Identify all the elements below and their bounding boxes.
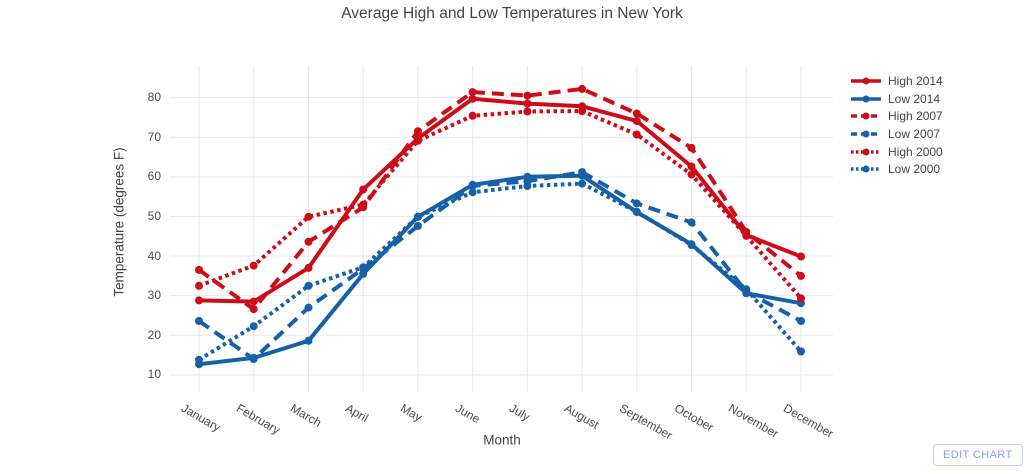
legend-line-sample-low-2014: [851, 95, 881, 103]
data-point-high-2000-march[interactable]: [304, 212, 313, 221]
data-point-high-2000-december[interactable]: [797, 294, 805, 303]
y-tick-40: 40: [147, 248, 161, 263]
series-line-low-2007: [197, 170, 802, 361]
data-point-high-2000-november[interactable]: [742, 231, 751, 240]
data-point-high-2007-may[interactable]: [413, 127, 422, 136]
data-point-low-2007-january[interactable]: [195, 317, 203, 325]
series-line-high-2007: [197, 86, 803, 312]
edit-chart-button[interactable]: EDIT CHART: [933, 444, 1023, 466]
data-point-low-2000-january[interactable]: [195, 355, 203, 364]
legend-item-high-2014[interactable]: High 2014: [850, 72, 943, 90]
data-point-high-2014-june[interactable]: [468, 94, 477, 103]
y-tick-10: 10: [147, 367, 161, 382]
legend-item-high-2000[interactable]: High 2000: [850, 143, 943, 161]
data-point-high-2007-january[interactable]: [195, 265, 203, 274]
data-point-low-2000-december[interactable]: [797, 347, 805, 356]
data-point-high-2007-december[interactable]: [797, 271, 805, 280]
series-low-2000: [195, 179, 805, 364]
data-point-high-2000-february[interactable]: [249, 261, 258, 270]
legend-line-sample-low-2000: [851, 165, 881, 173]
data-point-high-2000-january[interactable]: [195, 281, 203, 290]
data-point-high-2007-september[interactable]: [632, 109, 641, 118]
legend-line-sample-high-2000: [851, 148, 881, 156]
series-line-low-2000: [197, 181, 803, 362]
data-point-low-2000-august[interactable]: [578, 179, 587, 188]
data-point-high-2007-march[interactable]: [304, 237, 313, 246]
y-tick-30: 30: [147, 288, 161, 303]
data-point-low-2000-october[interactable]: [687, 241, 696, 249]
data-point-low-2007-june[interactable]: [468, 182, 477, 190]
data-point-low-2000-july[interactable]: [523, 182, 532, 190]
legend-label-high-2000: High 2000: [888, 144, 943, 159]
chart-title: Average High and Low Temperatures in New…: [341, 5, 683, 22]
legend: High 2014 Low 2014 High 2007 Low 2007 High 2…: [850, 72, 943, 178]
data-point-high-2007-august[interactable]: [578, 84, 587, 93]
data-point-high-2007-june[interactable]: [468, 88, 477, 97]
data-point-low-2000-march[interactable]: [304, 281, 313, 290]
data-point-high-2014-february[interactable]: [249, 297, 258, 306]
legend-label-low-2014: Low 2014: [888, 91, 941, 106]
data-point-high-2007-october[interactable]: [687, 143, 696, 152]
legend-item-low-2014[interactable]: Low 2014: [850, 90, 943, 108]
data-point-low-2007-february[interactable]: [249, 355, 258, 363]
series-low-2007: [195, 168, 805, 363]
y-tick-60: 60: [147, 169, 161, 184]
series-high-2000: [195, 107, 805, 303]
data-point-high-2000-july[interactable]: [523, 107, 532, 116]
data-point-high-2007-july[interactable]: [523, 91, 532, 100]
legend-item-low-2000[interactable]: Low 2000: [850, 160, 943, 178]
data-point-low-2000-february[interactable]: [249, 322, 258, 331]
y-tick-70: 70: [147, 129, 161, 144]
series-line-high-2000: [198, 109, 803, 300]
data-point-low-2007-march[interactable]: [304, 303, 313, 312]
series-line-high-2014: [198, 96, 802, 304]
data-point-high-2007-february[interactable]: [249, 305, 258, 314]
data-point-low-2000-april[interactable]: [359, 263, 368, 272]
y-axis-title: Temperature (degrees F): [111, 147, 127, 297]
legend-line-sample-low-2007: [851, 130, 881, 138]
y-tick-80: 80: [147, 90, 161, 105]
legend-line-sample-high-2014: [851, 77, 881, 85]
data-point-high-2014-april[interactable]: [359, 185, 368, 194]
data-point-high-2014-september[interactable]: [632, 117, 641, 125]
data-point-high-2014-october[interactable]: [687, 162, 696, 171]
data-point-low-2007-august[interactable]: [578, 168, 587, 177]
legend-label-low-2000: Low 2000: [888, 162, 941, 177]
data-point-low-2007-december[interactable]: [797, 317, 805, 325]
data-point-high-2000-october[interactable]: [687, 170, 696, 179]
data-point-low-2014-march[interactable]: [304, 336, 313, 345]
data-point-low-2000-may[interactable]: [413, 212, 422, 221]
y-tick-20: 20: [147, 327, 161, 342]
legend-item-high-2007[interactable]: High 2007: [850, 107, 943, 125]
data-point-low-2007-october[interactable]: [687, 218, 696, 227]
data-point-low-2000-june[interactable]: [468, 188, 477, 197]
y-tick-50: 50: [147, 208, 161, 223]
legend-item-low-2007[interactable]: Low 2007: [850, 125, 943, 143]
legend-line-sample-high-2007: [851, 112, 881, 120]
series-line-low-2014: [198, 173, 802, 367]
legend-label-high-2014: High 2014: [888, 73, 943, 88]
x-axis-title: Month: [483, 432, 521, 448]
data-point-high-2000-september[interactable]: [632, 130, 641, 139]
data-point-low-2007-may[interactable]: [413, 222, 422, 230]
data-point-low-2000-november[interactable]: [742, 285, 751, 294]
data-point-high-2014-march[interactable]: [304, 263, 313, 272]
data-point-high-2000-may[interactable]: [413, 136, 422, 145]
data-point-high-2014-january[interactable]: [195, 296, 203, 305]
data-point-low-2007-september[interactable]: [632, 199, 641, 208]
data-point-high-2000-august[interactable]: [578, 107, 587, 116]
series-high-2007: [195, 84, 805, 314]
legend-label-high-2007: High 2007: [888, 109, 943, 124]
data-point-low-2000-september[interactable]: [632, 207, 641, 216]
data-point-high-2000-april[interactable]: [359, 200, 368, 209]
gridlines: [170, 66, 833, 392]
data-point-high-2000-june[interactable]: [468, 111, 477, 120]
data-point-high-2014-july[interactable]: [523, 99, 532, 108]
data-point-high-2014-december[interactable]: [797, 252, 805, 261]
legend-label-low-2007: Low 2007: [888, 126, 941, 141]
